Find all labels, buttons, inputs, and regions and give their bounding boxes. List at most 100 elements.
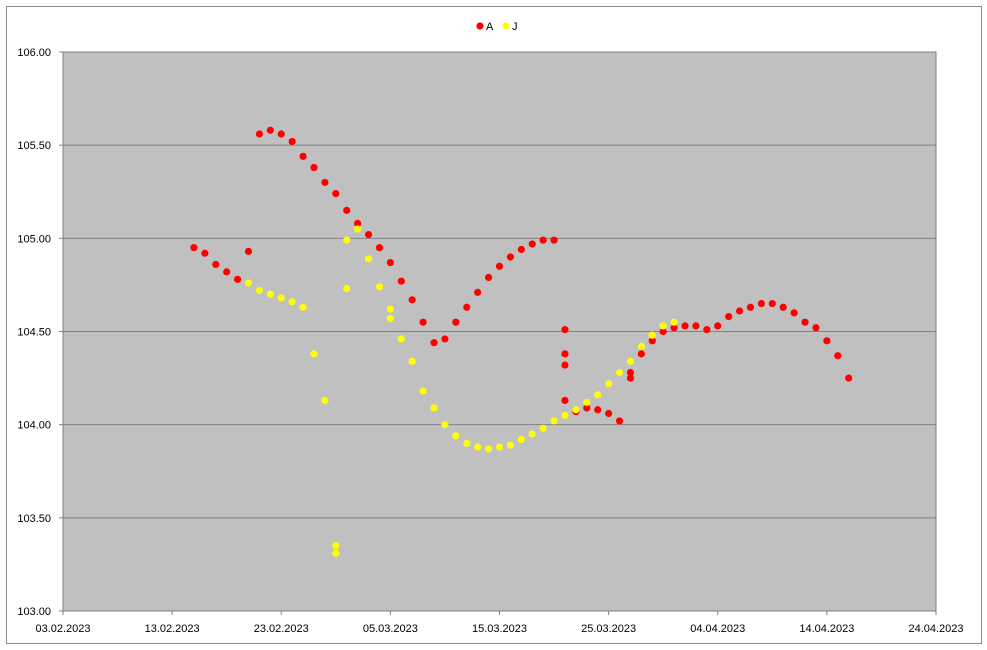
data-point	[441, 421, 449, 429]
data-point	[484, 445, 493, 453]
data-point	[266, 290, 274, 298]
data-point	[506, 441, 515, 449]
data-point	[735, 307, 744, 315]
data-point	[790, 309, 798, 317]
data-point	[626, 357, 635, 365]
data-point	[310, 163, 318, 172]
data-point	[561, 411, 569, 419]
data-point	[452, 432, 460, 440]
data-point	[834, 352, 842, 360]
data-point	[332, 542, 340, 550]
data-point	[615, 417, 624, 425]
y-tick-label: 105.00	[17, 233, 51, 245]
data-point	[561, 396, 569, 405]
x-tick-label: 23.02.2023	[254, 623, 309, 635]
x-tick-label: 24.04.2023	[908, 623, 963, 635]
data-point	[310, 350, 318, 358]
data-point	[474, 443, 482, 451]
x-tick-label: 15.03.2023	[472, 623, 527, 635]
data-point	[550, 417, 558, 425]
data-point	[484, 273, 493, 282]
data-point	[605, 380, 613, 388]
data-point	[692, 322, 700, 330]
series-J	[244, 225, 678, 557]
data-point	[299, 152, 307, 160]
y-tick-label: 103.00	[17, 606, 51, 618]
data-point	[845, 374, 853, 382]
data-point	[430, 404, 438, 412]
data-point	[528, 240, 536, 248]
data-point	[375, 244, 384, 252]
data-point	[408, 357, 416, 365]
data-point	[397, 277, 405, 285]
data-point	[659, 322, 667, 330]
data-point	[386, 258, 394, 267]
data-point	[386, 305, 394, 313]
data-point	[452, 318, 460, 326]
x-tick-label: 05.03.2023	[363, 623, 418, 635]
data-point	[757, 299, 766, 308]
data-point	[528, 430, 536, 438]
y-tick-label: 104.00	[17, 420, 51, 432]
y-tick-label: 106.00	[17, 47, 51, 59]
legend-label-A: A	[486, 21, 494, 33]
data-point	[343, 236, 351, 244]
data-point	[463, 439, 471, 447]
data-point	[321, 396, 329, 405]
data-point	[463, 303, 471, 311]
data-point	[561, 350, 569, 358]
data-point	[506, 253, 515, 261]
data-point	[561, 361, 569, 369]
data-point	[517, 435, 525, 444]
data-point	[408, 296, 416, 304]
series-A	[190, 126, 853, 425]
y-tick-label: 105.50	[17, 140, 51, 152]
data-point	[321, 178, 329, 187]
data-point	[561, 326, 569, 334]
data-point	[823, 337, 831, 345]
data-point	[277, 130, 285, 138]
data-point	[779, 303, 787, 311]
data-point	[430, 339, 438, 347]
x-tick-label: 03.02.2023	[35, 623, 90, 635]
data-point	[419, 387, 427, 395]
x-tick-label: 25.03.2023	[581, 623, 636, 635]
data-point	[768, 299, 776, 308]
data-point	[594, 391, 602, 399]
data-point	[332, 549, 340, 557]
data-point	[397, 335, 405, 343]
data-point	[572, 406, 580, 414]
data-point	[288, 298, 296, 306]
data-point	[364, 255, 373, 263]
data-point	[670, 318, 678, 326]
data-point	[299, 303, 307, 311]
data-point	[375, 283, 384, 291]
chart-frame	[6, 6, 982, 644]
data-point	[288, 137, 296, 146]
data-point	[343, 285, 351, 293]
data-point	[539, 236, 547, 244]
data-point	[594, 406, 602, 414]
data-point	[703, 326, 711, 334]
data-point	[670, 324, 678, 332]
data-point	[626, 368, 635, 377]
data-point	[441, 335, 449, 343]
data-point	[583, 398, 591, 406]
legend-label-J: J	[512, 21, 518, 33]
data-point	[495, 443, 504, 451]
data-point	[266, 126, 274, 134]
data-point	[648, 331, 656, 339]
data-point	[354, 219, 362, 228]
data-point	[681, 322, 689, 330]
x-tick-label: 14.04.2023	[799, 623, 854, 635]
data-point	[343, 206, 351, 214]
data-point	[332, 190, 340, 198]
data-point	[255, 130, 264, 138]
data-point	[419, 318, 427, 326]
y-tick-label: 103.50	[17, 513, 51, 525]
data-point	[801, 318, 809, 326]
x-tick-label: 04.04.2023	[690, 623, 745, 635]
data-point	[550, 236, 558, 244]
x-tick-label: 13.02.2023	[145, 623, 200, 635]
